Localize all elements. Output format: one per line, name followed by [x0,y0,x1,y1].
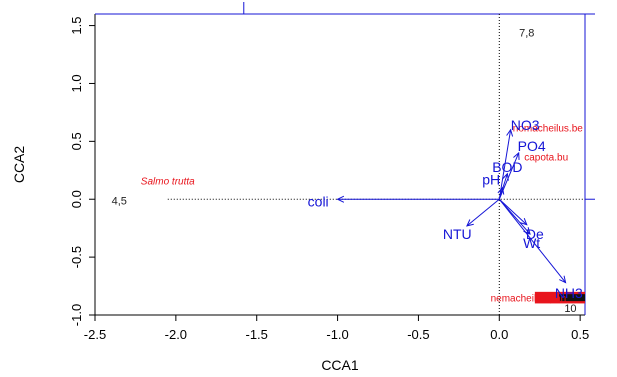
env-label-de: De [526,226,544,242]
environmental-vectors [336,128,567,284]
x-tick-label: -2.5 [84,327,106,342]
env-label-ph: pH [482,172,500,188]
vector-po4 [498,152,520,200]
y-tick-label: 0.0 [69,190,84,208]
arrowhead-no3 [506,128,514,137]
y-tick-label: -1.0 [69,304,84,326]
vector-ntu [466,198,500,227]
species-label: nomacheilus.be [513,123,583,134]
site-label: 4,5 [112,195,127,207]
env-label-bod: BOD [492,159,522,175]
x-axis-title: CCA1 [321,357,359,373]
x-tick-label: -1.0 [326,327,348,342]
site-label: 7,8 [519,28,534,40]
vector-ph [498,187,504,200]
arrowhead-coli [336,195,345,203]
env-label-no3: NO3 [511,117,540,133]
species-label: capota.bu [524,152,568,163]
x-tick-label: -0.5 [407,327,429,342]
y-axis-ticks: -1.0 -0.5 0.0 0.5 1.0 1.5 [69,17,95,326]
y-tick-label: 1.5 [69,17,84,35]
arrowhead-po4 [513,151,520,160]
species-label-overlap [559,294,585,302]
plot-frame [94,2,586,316]
species-label: nemacheilus.pan [491,294,567,305]
y-tick-label: 1.0 [69,74,84,92]
arrowhead-nh3 [559,275,567,284]
x-tick-label: -2.0 [165,327,187,342]
x-tick-label: -1.5 [246,327,268,342]
x-tick-label: 0.5 [571,327,589,342]
arrowhead-ph [497,186,505,195]
env-label-po4: PO4 [518,138,546,154]
y-tick-label: -0.5 [69,246,84,268]
right-axis-fragment [585,13,595,200]
env-label-nh3: NH3 [555,285,583,301]
x-tick-label: 0.0 [490,327,508,342]
species-label: Salmo trutta [141,177,195,188]
arrowhead-de [519,218,528,226]
env-label-wt: Wt [523,235,540,251]
env-label-coli: coli [308,194,329,210]
vector-no3 [498,129,512,200]
arrowhead-ntu [466,219,474,227]
species-labels: Salmo trutta nomacheilus.be capota.bu nemac… [141,123,583,304]
x-axis-ticks: -2.5 -2.0 -1.5 -1.0 -0.5 0.0 0.5 [84,315,589,342]
y-tick-label: 0.5 [69,132,84,150]
vector-nh3 [498,198,566,283]
vector-de [498,198,528,226]
species-label-cluster [534,291,585,304]
zero-lines [167,14,585,315]
arrowhead-bod [502,172,509,181]
y-axis-title: CCA2 [11,146,27,184]
site-label: 10 [564,303,576,315]
env-label-ntu: NTU [443,226,472,242]
site-labels: 7,8 4,5 10 [112,28,577,316]
